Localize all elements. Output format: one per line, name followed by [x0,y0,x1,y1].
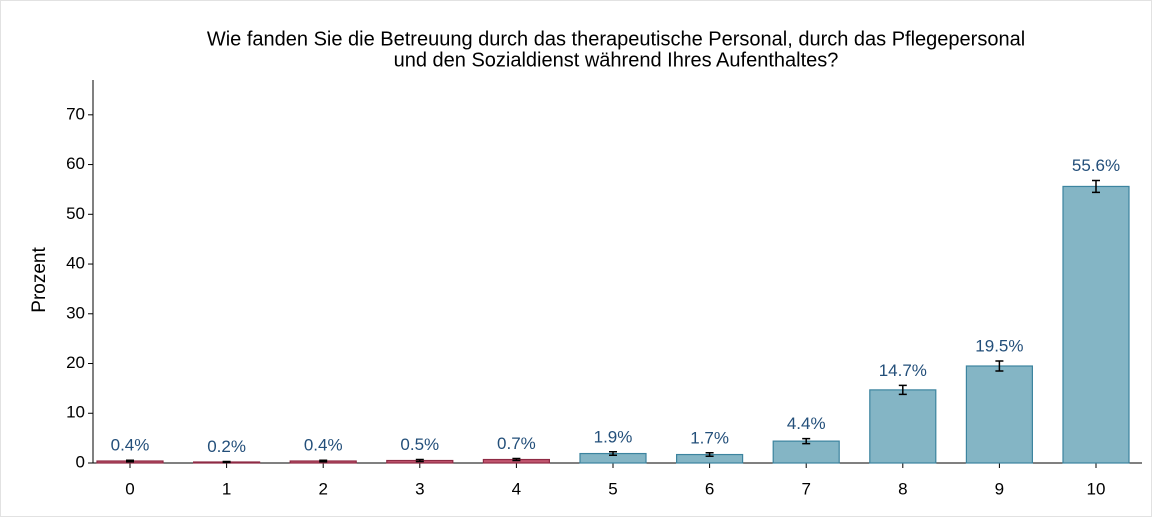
x-tick-label: 1 [222,479,231,498]
x-tick-label: 10 [1087,479,1106,498]
x-tick-label: 0 [125,479,134,498]
y-tick-label: 70 [66,104,85,123]
x-tick-label: 6 [705,479,714,498]
x-tick-label: 9 [995,479,1004,498]
y-tick-label: 60 [66,154,85,173]
error-bar [319,459,328,463]
error-bar [705,452,714,458]
y-tick-label: 20 [66,353,85,372]
value-label: 4.4% [787,414,826,433]
bar [869,389,937,464]
value-label: 1.9% [594,427,633,446]
value-label: 55.6% [1072,156,1120,175]
bar [1062,185,1130,464]
y-tick-label: 30 [66,303,85,322]
x-tick-label: 4 [512,479,521,498]
value-label: 1.7% [690,428,729,447]
chart-title: Wie fanden Sie die Betreuung durch das t… [207,28,1025,50]
value-label: 0.4% [111,436,150,455]
error-bar [415,458,424,463]
y-tick-label: 50 [66,204,85,223]
error-bar [126,459,134,463]
x-tick-label: 3 [415,479,424,498]
x-tick-label: 5 [608,479,617,498]
value-label: 0.7% [497,434,536,453]
error-bar [1092,179,1100,194]
error-bar [222,460,231,464]
error-bar [512,457,521,462]
error-bar [802,437,811,445]
value-label: 0.4% [304,436,343,455]
y-axis-label: Prozent [29,247,50,313]
x-tick-label: 2 [318,479,327,498]
error-bar [898,384,907,396]
x-tick-label: 7 [801,479,810,498]
value-label: 0.5% [400,435,439,454]
bar [772,440,840,464]
y-tick-label: 10 [66,403,85,422]
y-tick-label: 40 [66,254,85,273]
value-label: 19.5% [975,337,1023,356]
x-tick-label: 8 [898,479,907,498]
chart-title: und den Sozialdienst während Ihres Aufen… [394,49,839,71]
y-tick-label: 0 [76,452,85,471]
error-bar [995,360,1004,372]
value-label: 0.2% [207,437,246,456]
value-label: 14.7% [879,361,927,380]
bar [965,365,1034,464]
error-bar [609,451,617,457]
